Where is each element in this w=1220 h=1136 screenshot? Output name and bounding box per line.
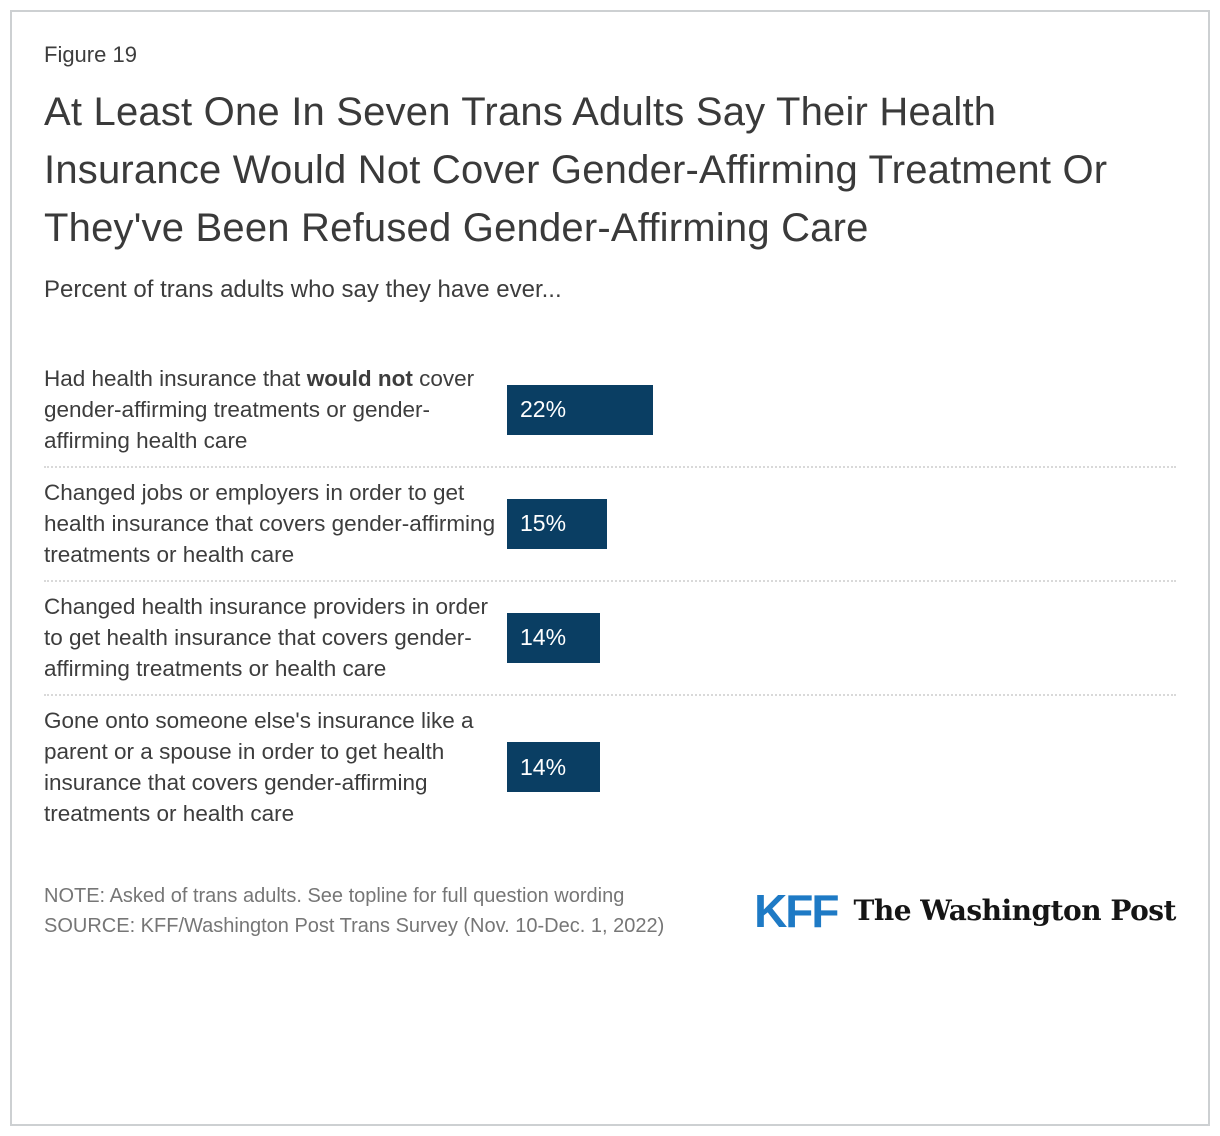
chart-row: Had health insurance that would not cove…: [44, 354, 1176, 466]
note-text: NOTE: Asked of trans adults. See topline…: [44, 885, 625, 907]
kff-logo: KFF: [754, 885, 839, 937]
footer-logos: KFF The Washington Post: [754, 888, 1176, 934]
category-label: Changed jobs or employers in order to ge…: [44, 480, 496, 567]
bar-track: 22%: [496, 384, 1176, 435]
footer: NOTE: Asked of trans adults. See topline…: [44, 881, 1176, 941]
bar: 22%: [507, 384, 653, 435]
category-label: Had health insurance that would not cove…: [44, 366, 475, 453]
figure-container: Figure 19 At Least One In Seven Trans Ad…: [10, 10, 1210, 1126]
chart-title: At Least One In Seven Trans Adults Say T…: [44, 90, 1108, 250]
bar: 15%: [507, 498, 607, 549]
chart-row: Gone onto someone else's insurance like …: [44, 694, 1176, 839]
chart-row: Changed health insurance providers in or…: [44, 580, 1176, 694]
bar: 14%: [507, 742, 600, 792]
bar-value-label: 15%: [520, 510, 567, 536]
bar-track: 14%: [496, 742, 1176, 792]
chart-row: Changed jobs or employers in order to ge…: [44, 466, 1176, 580]
bar-track: 15%: [496, 498, 1176, 549]
washington-post-logo: The Washington Post: [853, 894, 1177, 927]
figure-number-label: Figure 19: [44, 42, 137, 67]
source-text: SOURCE: KFF/Washington Post Trans Survey…: [44, 915, 665, 937]
chart-subtitle: Percent of trans adults who say they hav…: [44, 276, 562, 303]
bar-value-label: 14%: [520, 753, 567, 780]
category-label: Changed health insurance providers in or…: [44, 594, 489, 681]
bar: 14%: [507, 612, 600, 663]
bar-chart: Had health insurance that would not cove…: [44, 354, 1176, 839]
bar-value-label: 22%: [520, 396, 567, 422]
bar-track: 14%: [496, 612, 1176, 663]
footer-notes: NOTE: Asked of trans adults. See topline…: [44, 881, 664, 941]
category-label: Gone onto someone else's insurance like …: [44, 708, 474, 826]
bar-value-label: 14%: [520, 624, 567, 650]
